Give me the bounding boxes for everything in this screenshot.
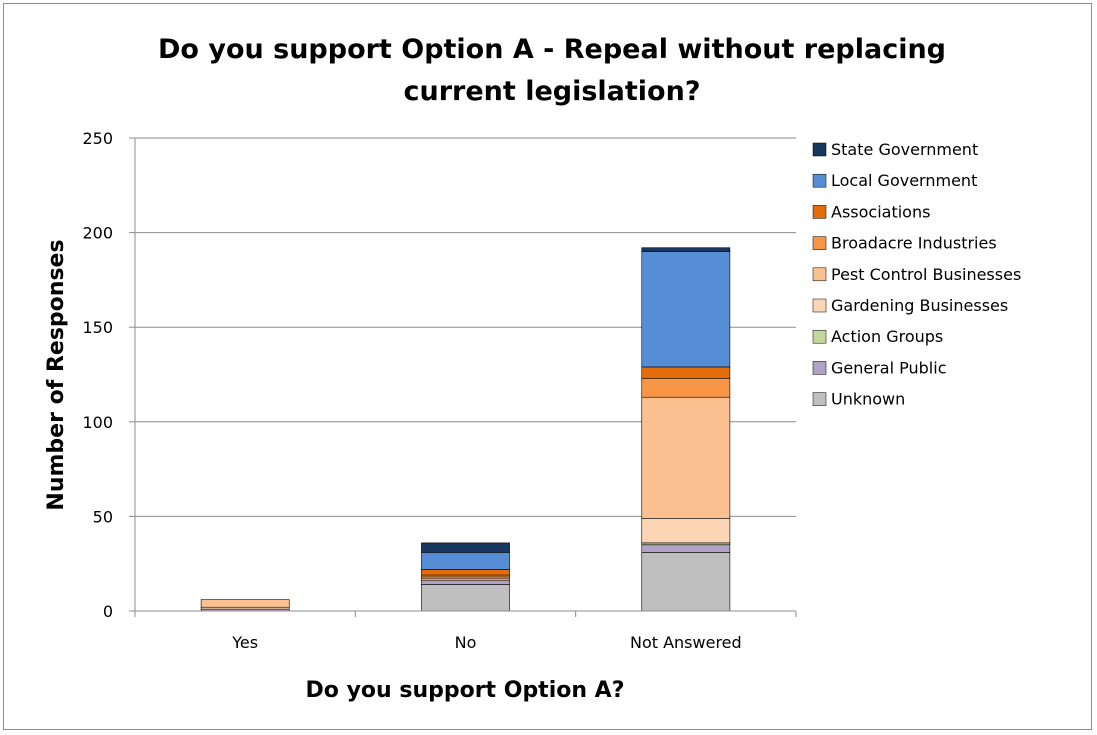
legend-label: Action Groups [831, 327, 943, 346]
legend-label: General Public [831, 358, 947, 377]
chart-title-line-1: Do you support Option A - Repeal without… [158, 34, 946, 65]
legend-swatch [812, 298, 827, 313]
y-tick-labels: 0 50 100 150 200 250 [82, 129, 113, 621]
y-tick-label: 150 [82, 318, 113, 337]
bar-segment [421, 542, 510, 553]
bar-segment [641, 517, 731, 544]
y-tick-label: 200 [82, 224, 113, 243]
bar-segment [421, 552, 510, 570]
legend-label: Local Government [831, 171, 977, 190]
y-tick-label: 100 [82, 413, 113, 432]
legend-swatch [812, 361, 827, 375]
bar-segment [641, 366, 731, 379]
bar-segment [421, 580, 510, 585]
x-axis-title: Do you support Option A? [306, 678, 625, 703]
legend-label: Associations [831, 202, 930, 221]
x-tick-labels: Yes No Not Answered [231, 633, 741, 652]
legend-label: Pest Control Businesses [831, 265, 1021, 284]
legend-swatch [812, 392, 827, 406]
chart-title-line-2: current legislation? [404, 76, 701, 107]
legend-label: State Government [831, 140, 978, 159]
y-tick-label: 50 [93, 507, 113, 526]
x-tick-label: Yes [231, 633, 258, 652]
legend-label: Gardening Businesses [831, 296, 1008, 315]
bar-segment [641, 396, 731, 519]
legend-label: Unknown [831, 390, 905, 409]
bar-segment [641, 247, 731, 252]
bar-segment [641, 377, 731, 398]
bar-segment [641, 552, 731, 612]
legend-swatch [812, 236, 827, 250]
axes [129, 137, 797, 617]
bar-segment [641, 544, 731, 553]
bar-segment [421, 569, 510, 576]
legend-swatch [812, 142, 827, 157]
legend-swatch [812, 205, 827, 219]
legend-label: Broadacre Industries [831, 234, 997, 253]
legend-swatch [812, 173, 827, 188]
chart-frame [3, 3, 1092, 730]
x-tick-label: No [455, 633, 477, 652]
legend: State Government Local Government Associat… [812, 140, 1021, 409]
y-tick-label: 250 [82, 129, 113, 148]
bar-segment [641, 251, 731, 368]
x-tick-label: Not Answered [630, 633, 742, 652]
legend-swatch [812, 267, 827, 282]
y-axis-title: Number of Responses [44, 239, 69, 510]
legend-swatch [812, 329, 827, 344]
y-tick-label: 0 [103, 602, 113, 621]
bar-segment [200, 599, 290, 608]
bars [200, 247, 731, 612]
bar-segment [421, 584, 510, 612]
